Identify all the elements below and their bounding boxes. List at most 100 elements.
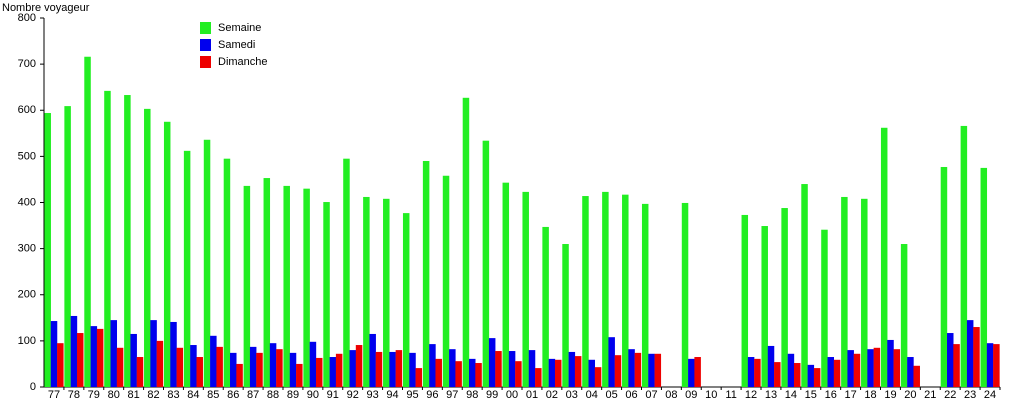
- bar: [508, 351, 516, 387]
- bar: [455, 361, 462, 387]
- bar: [562, 244, 569, 387]
- bar: [887, 339, 894, 387]
- bar: [741, 214, 749, 387]
- bar: [781, 208, 788, 387]
- bar: [622, 194, 629, 387]
- bar: [315, 357, 323, 387]
- x-tick-label: 87: [247, 389, 259, 400]
- x-tick-label: 81: [128, 389, 140, 400]
- bar: [462, 97, 470, 387]
- x-tick-label: 82: [147, 389, 159, 400]
- y-tick-label: 600: [18, 104, 36, 116]
- x-tick-label: 93: [367, 389, 379, 400]
- bar: [568, 351, 576, 387]
- bar: [554, 359, 562, 387]
- bar: [309, 341, 317, 387]
- bar: [488, 338, 496, 387]
- x-tick-label: 11: [725, 389, 736, 400]
- x-tick-label: 94: [386, 389, 398, 400]
- bar: [323, 202, 330, 387]
- x-tick-label: 19: [884, 389, 896, 400]
- bar: [847, 350, 854, 387]
- x-tick-label: 95: [406, 389, 418, 400]
- legend-label: Semaine: [218, 22, 261, 34]
- bar: [163, 121, 171, 387]
- x-tick-label: 07: [645, 389, 657, 400]
- bar: [688, 358, 695, 387]
- bar: [363, 196, 370, 387]
- bar: [144, 108, 151, 388]
- x-tick-label: 88: [267, 389, 279, 400]
- bar: [57, 343, 64, 387]
- x-tick-label: 10: [705, 389, 717, 400]
- bar: [542, 226, 549, 387]
- bar: [156, 340, 164, 387]
- x-tick-label: 24: [984, 389, 996, 400]
- bar: [236, 363, 243, 387]
- x-tick-label: 90: [307, 389, 319, 400]
- bar: [216, 346, 223, 387]
- bar: [50, 321, 58, 387]
- y-tick-label: 400: [18, 196, 36, 208]
- bar: [449, 349, 456, 387]
- bar: [893, 349, 901, 387]
- x-tick-label: 13: [765, 389, 777, 400]
- bar: [880, 127, 888, 387]
- bar: [793, 363, 801, 387]
- x-tick-label: 78: [68, 389, 80, 400]
- bar: [940, 166, 948, 387]
- x-tick-label: 15: [805, 389, 817, 400]
- bar: [588, 359, 596, 387]
- bar: [986, 343, 994, 387]
- bar: [124, 95, 131, 387]
- x-tick-label: 06: [625, 389, 637, 400]
- bar: [907, 357, 914, 387]
- bar: [841, 196, 848, 387]
- bar: [861, 198, 868, 387]
- x-tick-label: 91: [327, 389, 339, 400]
- bar: [223, 158, 231, 387]
- x-tick-label: 99: [486, 389, 498, 400]
- x-tick-label: 00: [506, 389, 518, 400]
- x-tick-label: 84: [187, 389, 199, 400]
- bar: [210, 335, 217, 387]
- bar: [853, 353, 861, 387]
- bar: [966, 320, 974, 387]
- bar: [96, 328, 104, 387]
- bar: [681, 202, 689, 387]
- bar: [402, 213, 410, 387]
- x-tick-label: 83: [167, 389, 179, 400]
- bar: [415, 368, 423, 387]
- bar: [276, 349, 283, 387]
- bar: [76, 333, 84, 387]
- bar: [110, 320, 118, 387]
- bar: [375, 351, 383, 387]
- bar: [395, 350, 403, 387]
- bar: [203, 139, 211, 387]
- bar: [801, 184, 808, 387]
- bar: [256, 352, 263, 387]
- bar: [335, 353, 343, 387]
- x-tick-label: 01: [526, 389, 538, 400]
- bar: [548, 358, 556, 387]
- bar: [296, 363, 303, 387]
- x-tick-label: 20: [904, 389, 916, 400]
- y-tick-label: 700: [18, 58, 36, 70]
- bar: [475, 363, 482, 387]
- legend-swatch: [200, 22, 211, 34]
- bar: [608, 337, 615, 387]
- x-tick-label: 18: [864, 389, 876, 400]
- x-tick-label: 17: [845, 389, 857, 400]
- bar: [383, 198, 390, 387]
- x-tick-label: 22: [944, 389, 956, 400]
- bar: [136, 357, 144, 387]
- y-tick-label: 100: [18, 335, 36, 347]
- x-tick-label: 86: [227, 389, 239, 400]
- bar: [641, 203, 649, 387]
- bar: [44, 113, 51, 387]
- bar: [283, 185, 290, 387]
- x-tick-label: 14: [785, 389, 797, 400]
- y-tick-label: 0: [30, 381, 36, 393]
- bar: [582, 196, 589, 387]
